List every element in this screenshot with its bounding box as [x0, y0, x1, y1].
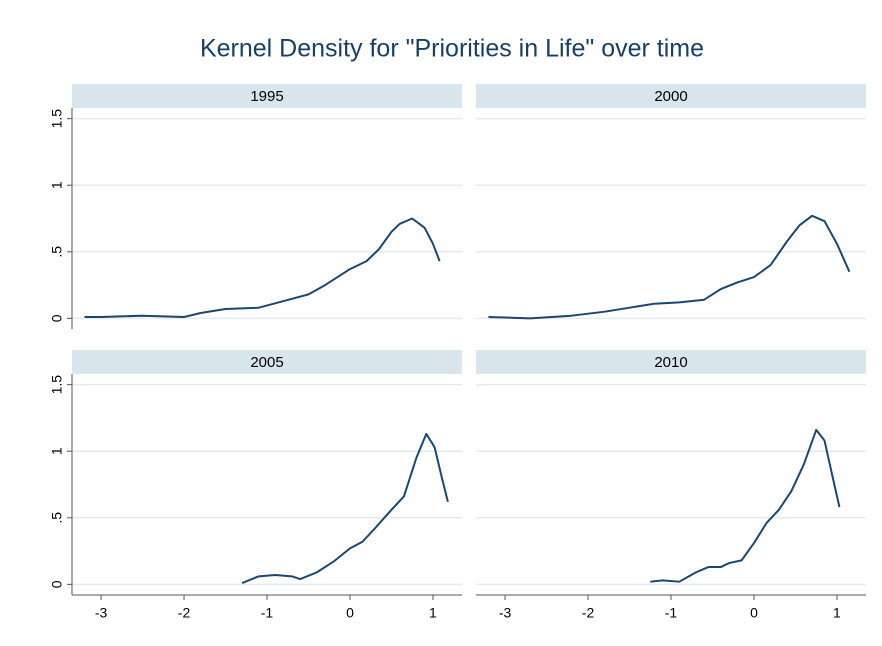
y-tick-label: 1	[49, 447, 65, 455]
x-tick-label: -1	[665, 605, 678, 621]
panel-strip	[476, 350, 866, 374]
y-tick-label: 0	[49, 580, 65, 588]
panel-title: 2005	[250, 354, 283, 371]
density-line	[650, 428, 841, 583]
density-line	[241, 432, 449, 584]
y-tick-label: .5	[49, 512, 65, 524]
x-tick-label: -3	[95, 605, 108, 621]
panel-title: 1995	[250, 88, 283, 105]
y-tick-label: 1.5	[49, 109, 65, 129]
panel-strip	[72, 84, 462, 108]
x-tick-label: -2	[582, 605, 595, 621]
chart-title: Kernel Density for "Priorities in Life" …	[200, 35, 704, 63]
y-tick-label: 0	[49, 314, 65, 322]
x-tick-label: 0	[346, 605, 354, 621]
panel-title: 2010	[654, 354, 687, 371]
density-line	[84, 217, 441, 319]
y-tick-label: 1.5	[49, 375, 65, 395]
density-line	[488, 214, 851, 320]
x-tick-label: 0	[750, 605, 758, 621]
y-tick-label: 1	[49, 181, 65, 189]
panel-strip	[72, 350, 462, 374]
x-tick-label: 1	[429, 605, 437, 621]
x-tick-label: -2	[178, 605, 191, 621]
panel-title: 2000	[654, 88, 687, 105]
x-tick-label: -1	[261, 605, 274, 621]
x-tick-label: 1	[833, 605, 841, 621]
panel-strip	[476, 84, 866, 108]
y-tick-label: .5	[49, 246, 65, 258]
x-tick-label: -3	[499, 605, 512, 621]
